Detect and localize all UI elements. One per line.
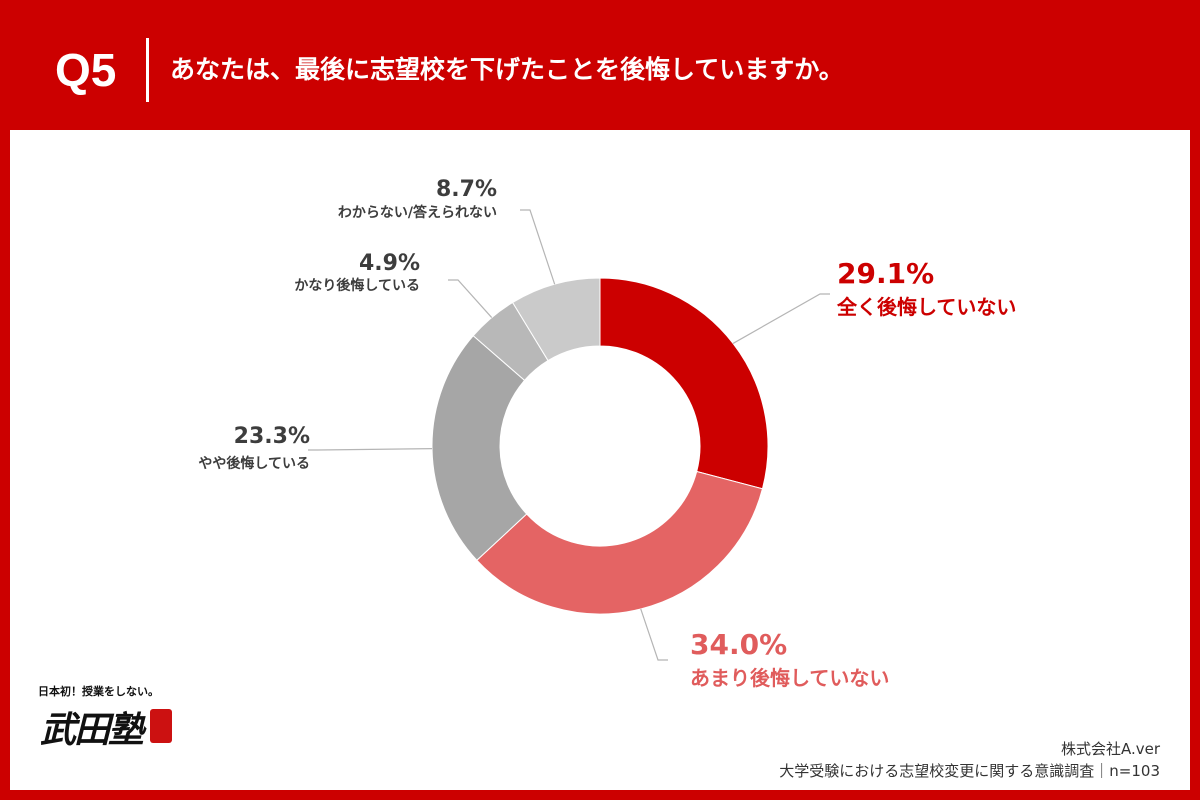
donut-slice-1 [599,277,769,490]
slice-value-label-1: 29.1% [837,257,934,290]
slice-value-label-3: 23.3% [234,424,310,449]
leader-line-3 [308,448,433,451]
donut-slice-3 [431,334,528,561]
takedajuku-logo: 日本初！授業をしない。 武田塾 [38,683,172,763]
header-divider [146,38,149,102]
footer-company: 株式会社A.ver [1060,740,1160,758]
leader-line-5 [520,209,556,285]
slice-value-label-2: 34.0% [690,628,787,661]
donut-slice-2 [476,470,764,615]
chart-panel [10,130,1190,790]
donut-slice-5 [511,277,601,362]
slice-value-label-4: 4.9% [359,251,420,276]
slice-category-label-3: やや後悔している [198,455,310,472]
slice-category-label-4: かなり後悔している [294,277,420,294]
question-text: あなたは、最後に志望校を下げたことを後悔していますか。 [170,55,844,84]
leader-line-2 [640,608,668,661]
leader-line-1 [732,293,830,344]
slice-category-label-2: あまり後悔していない [690,666,889,690]
logo-name: 武田塾 [40,709,144,751]
question-header: Q5 あなたは、最後に志望校を下げたことを後悔していますか。 [0,0,1200,130]
question-number: Q5 [55,44,117,96]
slice-value-label-5: 8.7% [436,177,497,202]
logo-tagline: 日本初！授業をしない。 [38,685,159,698]
slice-category-label-5: わからない/答えられない [338,204,497,221]
leader-line-4 [448,279,493,318]
logo-seal-icon [150,709,172,743]
footer-survey-info: 大学受験における志望校変更に関する意識調査｜n=103 [779,762,1160,780]
slice-category-label-1: 全く後悔していない [836,295,1016,319]
